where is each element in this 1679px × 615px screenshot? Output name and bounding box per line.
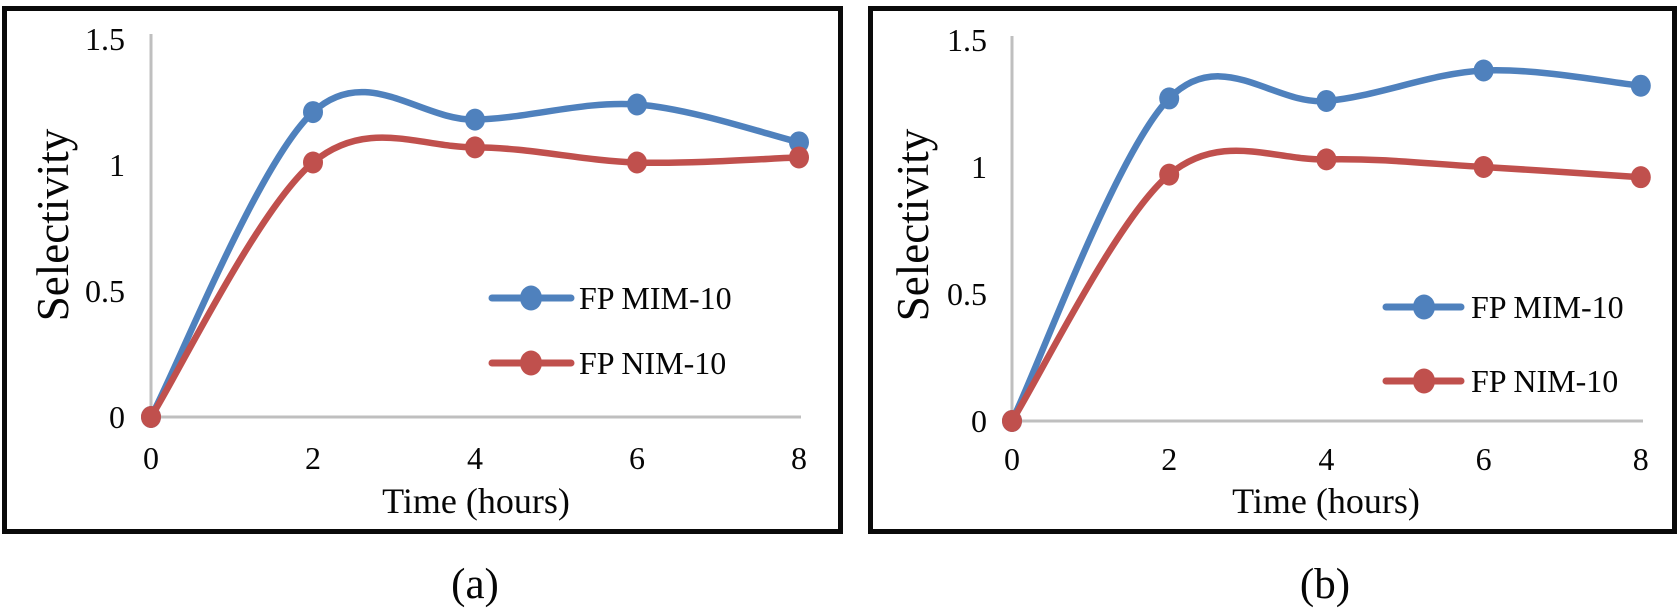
legend-label: FP MIM-10 xyxy=(1471,289,1624,325)
y-tick-label: 0 xyxy=(971,403,987,439)
y-tick-label: 0.5 xyxy=(947,276,987,312)
chart-panel-b: 0 0.5 1 1.5 0 2 4 6 8 Time (hours) Selectivity FP M… xyxy=(868,6,1677,534)
data-point-marker xyxy=(1630,166,1651,189)
legend-label: FP MIM-10 xyxy=(579,280,732,316)
x-axis-title: Time (hours) xyxy=(1232,481,1420,521)
legend-label: FP NIM-10 xyxy=(579,345,726,381)
caption-b: (b) xyxy=(1299,561,1351,608)
chart-a-svg: 0 0.5 1 1.5 0 2 4 6 8 Time (hours) Selectivity FP M… xyxy=(28,21,809,521)
data-point-marker xyxy=(465,108,485,131)
legend-label: FP NIM-10 xyxy=(1471,363,1618,399)
y-tick-label: 1 xyxy=(109,147,125,183)
chart-panel-a: 0 0.5 1 1.5 0 2 4 6 8 Time (hours) Selectivity FP M… xyxy=(2,6,843,534)
data-point-marker xyxy=(1159,163,1180,186)
data-point-marker xyxy=(1316,89,1337,112)
x-tick-label: 4 xyxy=(467,440,483,476)
legend-marker xyxy=(520,285,542,311)
y-tick-label: 1 xyxy=(971,149,987,185)
data-point-marker xyxy=(465,136,485,159)
data-point-marker xyxy=(627,93,647,116)
x-tick-label: 8 xyxy=(791,440,807,476)
data-point-marker xyxy=(1002,410,1022,432)
legend-marker xyxy=(1413,294,1435,320)
x-tick-label: 8 xyxy=(1633,441,1649,477)
data-point-marker xyxy=(1473,59,1494,82)
y-axis-title: Selectivity xyxy=(28,128,78,321)
data-point-marker xyxy=(1159,87,1180,110)
x-tick-label: 6 xyxy=(1476,441,1492,477)
series-line-fp-mim-10 xyxy=(1008,66,1645,425)
x-tick-label: 0 xyxy=(1004,441,1020,477)
series-line-fp-mim-10 xyxy=(147,89,803,421)
x-tick-label: 2 xyxy=(305,440,321,476)
data-point-marker xyxy=(789,146,809,169)
legend-marker xyxy=(1413,368,1435,394)
chart-b-svg: 0 0.5 1 1.5 0 2 4 6 8 Time (hours) Selectivity FP M… xyxy=(888,22,1651,521)
y-tick-label: 0.5 xyxy=(85,273,125,309)
x-tick-label: 0 xyxy=(143,440,159,476)
data-point-marker xyxy=(303,101,323,124)
y-axis-title: Selectivity xyxy=(888,128,938,321)
y-tick-label: 0 xyxy=(109,399,125,435)
data-point-marker xyxy=(1316,148,1337,171)
data-point-marker xyxy=(1630,74,1651,97)
y-tick-label: 1.5 xyxy=(85,21,125,57)
y-tick-label: 1.5 xyxy=(947,22,987,58)
x-tick-label: 2 xyxy=(1161,441,1177,477)
data-point-marker xyxy=(627,151,647,174)
data-point-marker xyxy=(141,406,161,428)
data-point-marker xyxy=(1473,156,1494,178)
data-point-marker xyxy=(303,151,323,174)
caption-a: (a) xyxy=(451,561,499,608)
legend-marker xyxy=(520,350,542,376)
series-line-fp-nim-10 xyxy=(1008,147,1645,425)
x-axis-title: Time (hours) xyxy=(382,481,570,521)
x-tick-label: 6 xyxy=(629,440,645,476)
data-point-marker xyxy=(789,131,809,154)
x-tick-label: 4 xyxy=(1318,441,1334,477)
series-line-fp-nim-10 xyxy=(147,134,803,421)
